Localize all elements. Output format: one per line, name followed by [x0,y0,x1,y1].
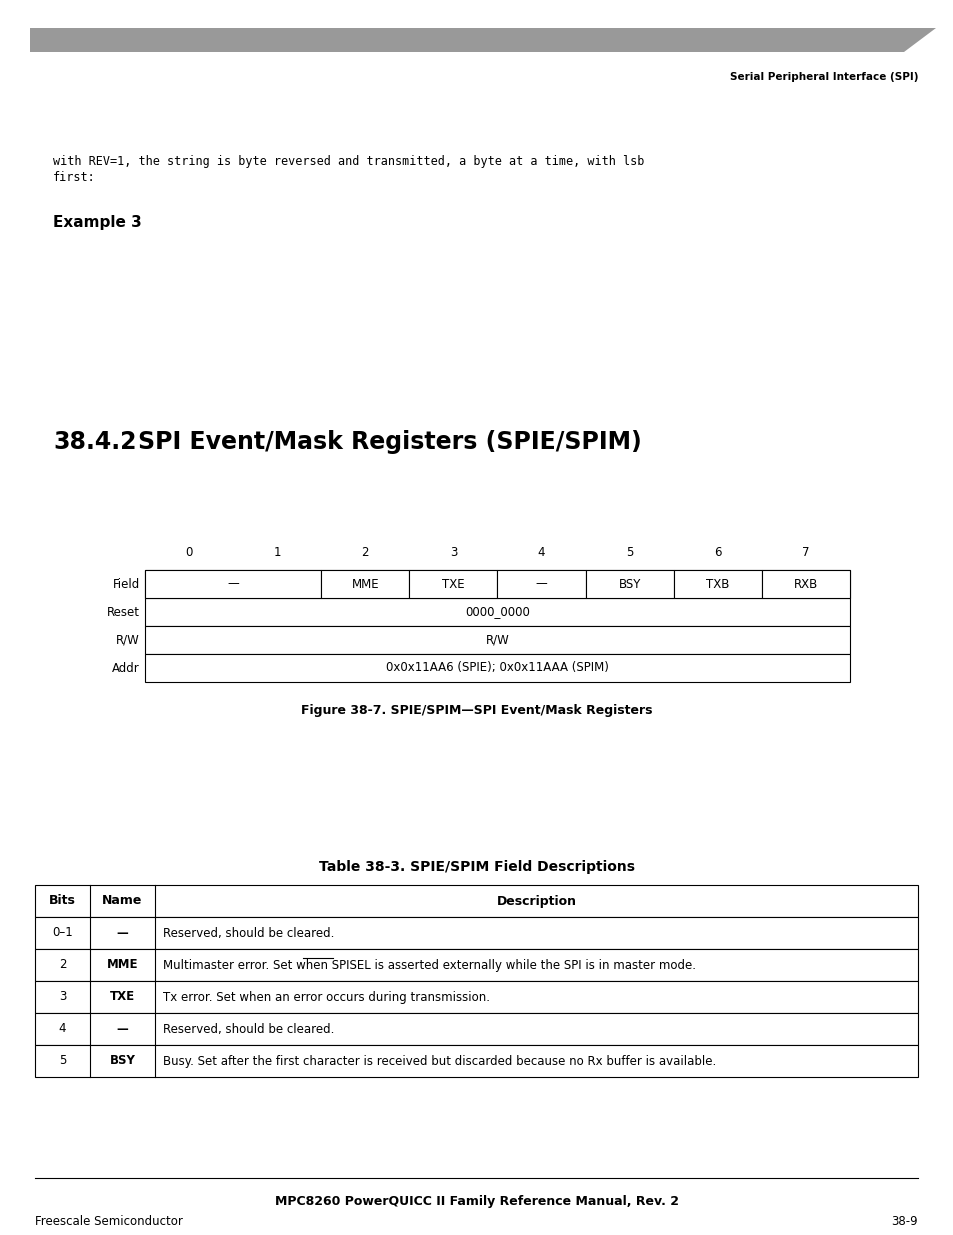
Text: —: — [116,926,129,940]
Text: 2: 2 [59,958,66,972]
Text: Figure 38-7. SPIE/SPIM—SPI Event/Mask Registers: Figure 38-7. SPIE/SPIM—SPI Event/Mask Re… [301,704,652,718]
Text: MPC8260 PowerQUICC II Family Reference Manual, Rev. 2: MPC8260 PowerQUICC II Family Reference M… [274,1195,679,1208]
Text: 7: 7 [801,546,809,558]
Text: Name: Name [102,894,143,908]
Text: Example 3: Example 3 [53,215,142,230]
Text: Addr: Addr [112,662,140,674]
Bar [35,918,917,948]
Text: 6: 6 [713,546,720,558]
Text: Description: Description [496,894,576,908]
Text: —: — [536,578,547,590]
Text: 4: 4 [537,546,545,558]
Polygon shape [30,28,935,52]
Bar [145,626,849,655]
Text: 1: 1 [274,546,280,558]
Bar [145,571,849,598]
Text: Busy. Set after the first character is received but discarded because no Rx buff: Busy. Set after the first character is r… [163,1055,716,1067]
Text: first:: first: [53,170,95,184]
Bar [585,571,673,598]
Bar [145,571,321,598]
Bar [761,571,849,598]
Text: Reserved, should be cleared.: Reserved, should be cleared. [163,926,334,940]
Bar [35,885,917,918]
Text: Field: Field [112,578,140,590]
Bar [673,571,761,598]
Text: TXE: TXE [110,990,135,1004]
Bar [35,1045,917,1077]
Text: R/W: R/W [116,634,140,646]
Text: Tx error. Set when an error occurs during transmission.: Tx error. Set when an error occurs durin… [163,990,490,1004]
Text: 0: 0 [185,546,193,558]
Text: Multimaster error. Set when SPISEL is asserted externally while the SPI is in ma: Multimaster error. Set when SPISEL is as… [163,958,696,972]
Text: Table 38-3. SPIE/SPIM Field Descriptions: Table 38-3. SPIE/SPIM Field Descriptions [318,860,635,874]
Text: MME: MME [351,578,378,590]
Text: TXB: TXB [705,578,729,590]
Text: with REV=1, the string is byte reversed and transmitted, a byte at a time, with : with REV=1, the string is byte reversed … [53,156,643,168]
Text: 0000_0000: 0000_0000 [464,605,529,619]
Text: 5: 5 [59,1055,66,1067]
Text: 2: 2 [361,546,369,558]
Bar [145,598,849,626]
Text: R/W: R/W [485,634,509,646]
Text: RXB: RXB [793,578,818,590]
Text: 0–1: 0–1 [52,926,72,940]
Text: 38-9: 38-9 [890,1215,917,1228]
Text: SPI Event/Mask Registers (SPIE/SPIM): SPI Event/Mask Registers (SPIE/SPIM) [138,430,641,454]
Bar [35,1013,917,1045]
Text: Freescale Semiconductor: Freescale Semiconductor [35,1215,183,1228]
Text: Reserved, should be cleared.: Reserved, should be cleared. [163,1023,334,1035]
Text: 3: 3 [59,990,66,1004]
Text: BSY: BSY [110,1055,135,1067]
Text: MME: MME [107,958,138,972]
Bar [35,948,917,981]
Text: TXE: TXE [441,578,464,590]
Bar [35,981,917,1013]
Bar [497,571,585,598]
Text: 38.4.2: 38.4.2 [53,430,136,454]
Text: 3: 3 [449,546,456,558]
Bar [145,655,849,682]
Text: 5: 5 [625,546,633,558]
Text: —: — [227,578,239,590]
Text: 4: 4 [59,1023,66,1035]
Text: 0x0x11AA6 (SPIE); 0x0x11AAA (SPIM): 0x0x11AA6 (SPIE); 0x0x11AAA (SPIM) [386,662,608,674]
Text: BSY: BSY [618,578,640,590]
Text: Serial Peripheral Interface (SPI): Serial Peripheral Interface (SPI) [730,72,918,82]
Text: Reset: Reset [107,605,140,619]
Bar [321,571,409,598]
Bar [409,571,497,598]
Text: —: — [116,1023,129,1035]
Text: Bits: Bits [49,894,76,908]
